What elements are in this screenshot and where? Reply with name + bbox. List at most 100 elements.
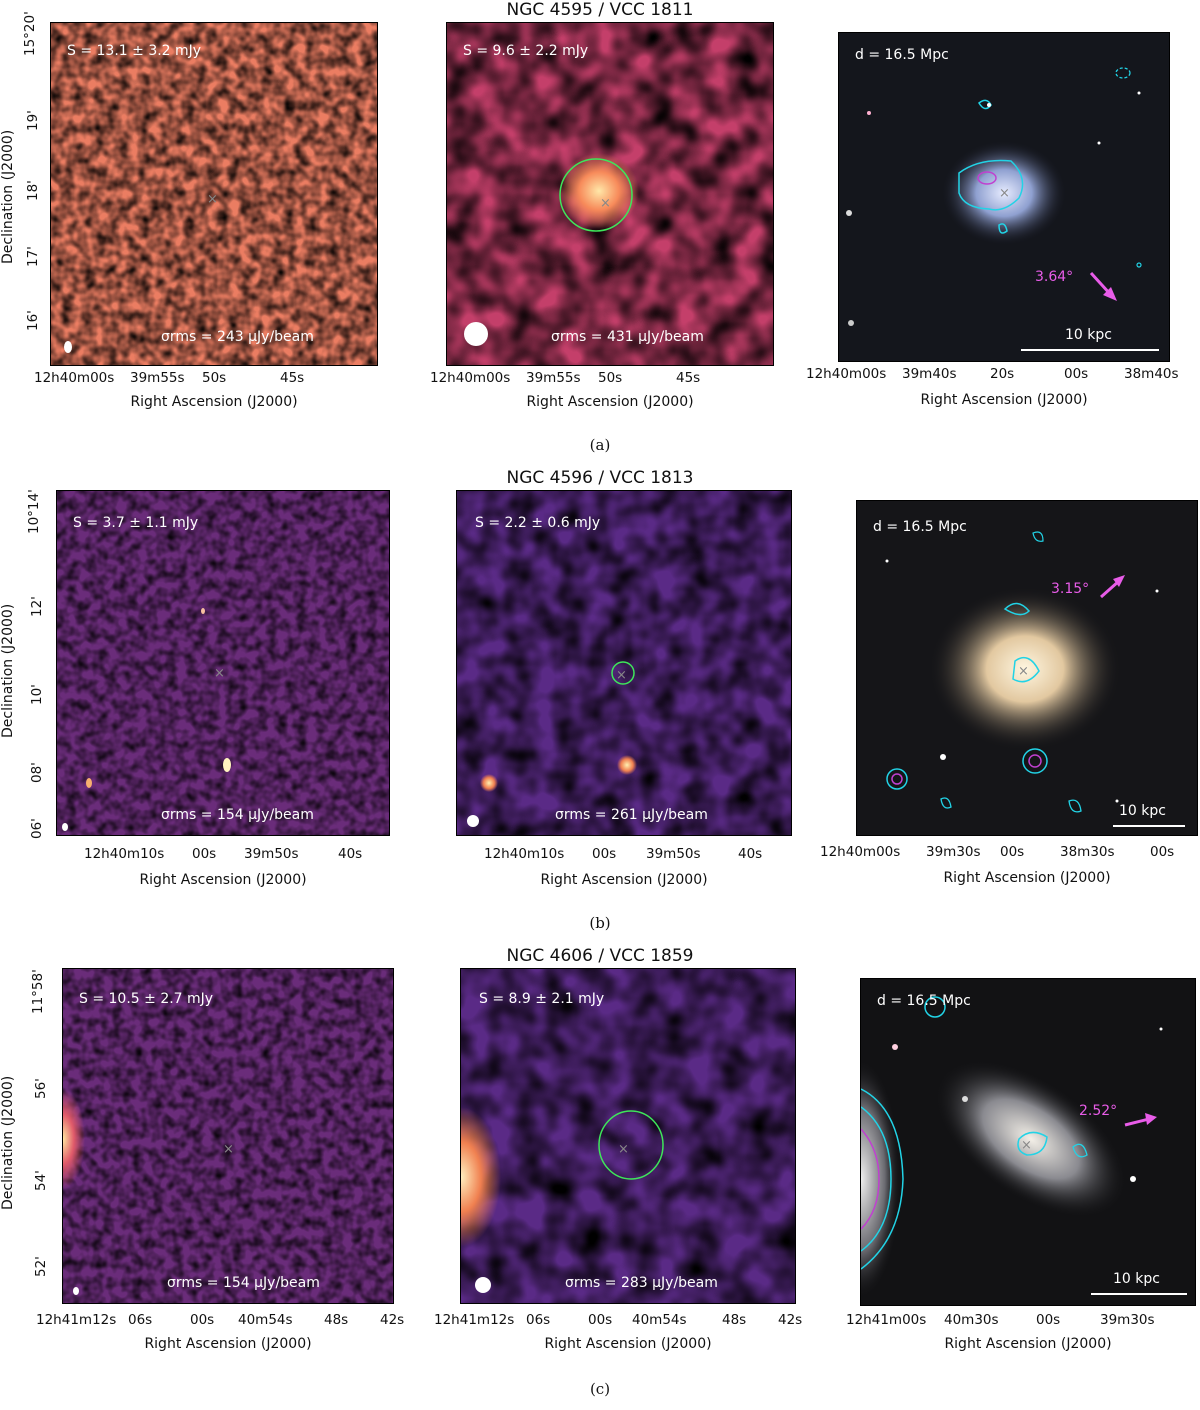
rms-label: σrms = 431 μJy/beam (551, 329, 704, 345)
row-a-mid-radio-map: × S = 9.6 ± 2.2 mJy σrms = 431 μJy/beam (446, 22, 774, 366)
svg-text:×: × (616, 668, 627, 683)
y-tick: 54' (33, 1170, 49, 1191)
flux-label: S = 2.2 ± 0.6 mJy (475, 515, 601, 531)
x-tick: 12h40m00s (820, 844, 901, 860)
x-tick: 39m55s (526, 370, 581, 386)
y-tick: 11°58' (30, 969, 46, 1014)
x-tick: 39m30s (1100, 1312, 1155, 1328)
x-tick: 38m40s (1124, 366, 1179, 382)
svg-text:×: × (600, 196, 611, 211)
row-b-title: NGC 4596 / VCC 1813 (506, 468, 694, 488)
x-axis-label: Right Ascension (J2000) (943, 870, 1111, 886)
x-tick: 45s (280, 370, 305, 386)
x-tick: 38m30s (1060, 844, 1115, 860)
x-axis-label: Right Ascension (J2000) (139, 872, 307, 888)
x-tick: 40m54s (238, 1312, 293, 1328)
row-c-title: NGC 4606 / VCC 1859 (506, 946, 694, 966)
x-axis-label: Right Ascension (J2000) (544, 1336, 712, 1352)
x-tick: 12h41m12s (434, 1312, 515, 1328)
flux-label: S = 3.7 ± 1.1 mJy (73, 515, 199, 531)
optical-image: × (839, 33, 1169, 361)
rms-label: σrms = 243 μJy/beam (161, 329, 314, 345)
y-tick: 10°14' (26, 489, 42, 534)
x-tick: 00s (1000, 844, 1025, 860)
y-tick: 19' (25, 110, 41, 131)
x-tick: 40s (338, 846, 363, 862)
x-axis-label: Right Ascension (J2000) (920, 392, 1088, 408)
row-b-right-optical: × d = 16.5 Mpc 3.15° 10 kpc (856, 500, 1198, 836)
row-c-mid-radio-map: × S = 8.9 ± 2.1 mJy σrms = 283 μJy/beam (460, 968, 796, 1304)
x-tick: 00s (588, 1312, 613, 1328)
y-tick: 52' (33, 1256, 49, 1277)
subfigure-caption-b: (b) (589, 914, 611, 932)
row-a-title: NGC 4595 / VCC 1811 (506, 0, 694, 20)
x-tick: 12h40m10s (84, 846, 165, 862)
y-tick: 18' (25, 180, 41, 201)
noise-map: × (57, 491, 389, 835)
y-tick: 12' (29, 596, 45, 617)
rms-label: σrms = 154 μJy/beam (167, 1275, 320, 1291)
scalebar-label: 10 kpc (1065, 327, 1112, 343)
x-tick: 39m55s (130, 370, 185, 386)
svg-text:×: × (1021, 1138, 1032, 1153)
scalebar-label: 10 kpc (1113, 1271, 1160, 1287)
y-tick: 17' (25, 246, 41, 267)
x-tick: 40m54s (632, 1312, 687, 1328)
svg-text:×: × (1018, 664, 1029, 679)
row-a-right-optical: × d = 16.5 Mpc 3.64° 10 kpc (838, 32, 1170, 362)
y-tick: 06' (29, 818, 45, 839)
y-tick: 10' (29, 684, 45, 705)
svg-text:×: × (999, 186, 1010, 201)
x-axis-label: Right Ascension (J2000) (526, 394, 694, 410)
noise-map: × (63, 969, 393, 1303)
y-tick: 08' (29, 762, 45, 783)
flux-label: S = 8.9 ± 2.1 mJy (479, 991, 605, 1007)
row-c-right-optical: × d = 16.5 Mpc 2.52° 10 kpc (860, 978, 1196, 1306)
subfigure-caption-c: (c) (589, 1380, 611, 1398)
x-tick: 42s (380, 1312, 405, 1328)
optical-image: × (861, 979, 1195, 1305)
svg-text:×: × (618, 1142, 629, 1157)
distance-label: d = 16.5 Mpc (873, 519, 967, 535)
y-axis-label: Declination (J2000) (0, 1075, 16, 1210)
row-c-left-radio-map: × S = 10.5 ± 2.7 mJy σrms = 154 μJy/beam (62, 968, 394, 1304)
position-angle-label: 3.15° (1051, 581, 1090, 597)
x-tick: 42s (778, 1312, 803, 1328)
row-a-left-radio-map: × S = 13.1 ± 3.2 mJy σrms = 243 μJy/beam (50, 22, 378, 366)
x-tick: 00s (1150, 844, 1175, 860)
x-tick: 40s (738, 846, 763, 862)
scalebar-label: 10 kpc (1119, 803, 1166, 819)
x-tick: 39m50s (244, 846, 299, 862)
smoothed-map: × (461, 969, 795, 1303)
x-axis-label: Right Ascension (J2000) (130, 394, 298, 410)
flux-label: S = 9.6 ± 2.2 mJy (463, 43, 589, 59)
distance-label: d = 16.5 Mpc (855, 47, 949, 63)
x-tick: 12h40m00s (34, 370, 115, 386)
x-tick: 12h41m00s (846, 1312, 927, 1328)
y-axis-label: Declination (J2000) (0, 129, 16, 264)
smoothed-map: × (457, 491, 791, 835)
x-tick: 50s (598, 370, 623, 386)
x-tick: 00s (1064, 366, 1089, 382)
row-b-left-radio-map: × S = 3.7 ± 1.1 mJy σrms = 154 μJy/beam (56, 490, 390, 836)
y-axis-label: Declination (J2000) (0, 603, 16, 738)
x-tick: 50s (202, 370, 227, 386)
x-tick: 06s (128, 1312, 153, 1328)
x-tick: 39m50s (646, 846, 701, 862)
x-tick: 00s (592, 846, 617, 862)
noise-map: × (51, 23, 377, 365)
x-tick: 45s (676, 370, 701, 386)
distance-label: d = 16.5 Mpc (877, 993, 971, 1009)
y-tick: 16' (25, 310, 41, 331)
y-tick: 56' (33, 1078, 49, 1099)
x-axis-label: Right Ascension (J2000) (944, 1336, 1112, 1352)
svg-text:×: × (214, 666, 225, 681)
position-angle-label: 2.52° (1079, 1103, 1118, 1119)
x-tick: 12h40m10s (484, 846, 565, 862)
rms-label: σrms = 283 μJy/beam (565, 1275, 718, 1291)
position-angle-label: 3.64° (1035, 269, 1074, 285)
x-tick: 39m40s (902, 366, 957, 382)
x-tick: 48s (722, 1312, 747, 1328)
x-tick: 40m30s (944, 1312, 999, 1328)
x-tick: 00s (1036, 1312, 1061, 1328)
